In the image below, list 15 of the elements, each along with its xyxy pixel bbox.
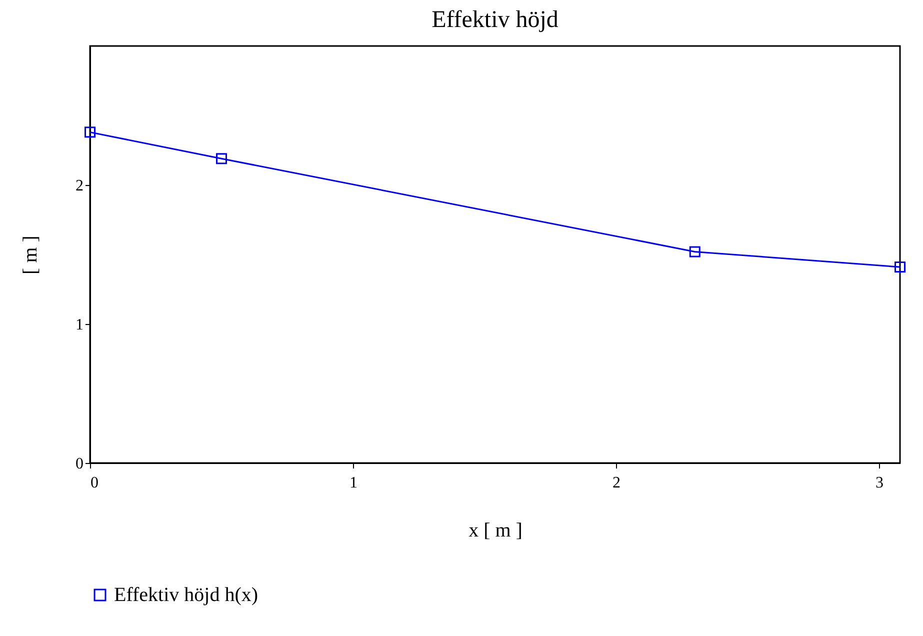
y-tick-label: 0 — [76, 456, 84, 472]
chart-title: Effektiv höjd — [432, 7, 558, 33]
x-tick-label: 1 — [349, 474, 358, 492]
y-tick-label: 2 — [76, 178, 84, 194]
x-tick-label: 3 — [875, 474, 884, 492]
y-tick-label: 1 — [76, 316, 84, 334]
point — [894, 262, 906, 273]
x-tick-label: 2 — [612, 474, 620, 492]
legend-label: Effektiv höjd h(x) — [114, 584, 258, 606]
point — [216, 153, 227, 164]
point — [84, 126, 96, 138]
y-axis-title: [ m ] — [20, 236, 42, 274]
x-tick-label: 0 — [90, 474, 98, 492]
x-axis-title: x [ m ] — [468, 520, 522, 542]
point — [689, 246, 700, 258]
